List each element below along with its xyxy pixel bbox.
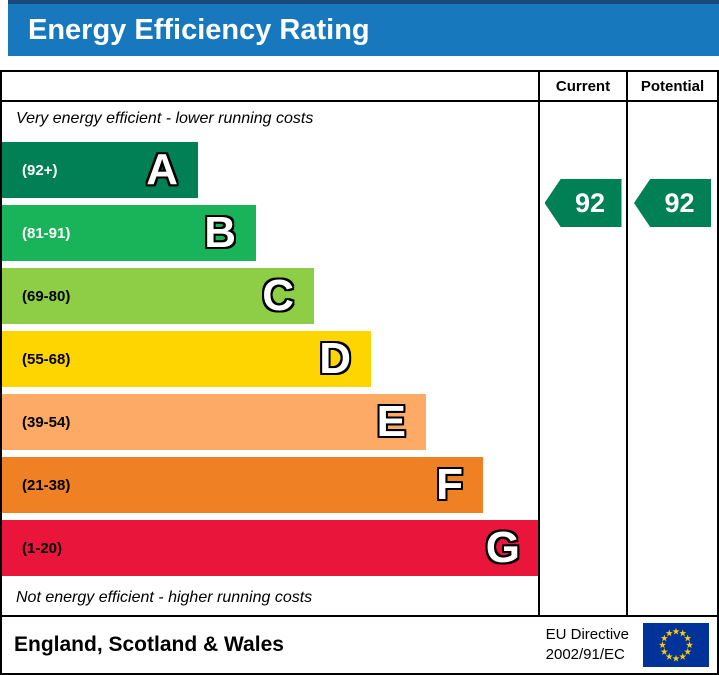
eu-directive-block: EU Directive 2002/91/EC <box>546 623 709 667</box>
band-row-c: (69-80) C <box>2 268 314 324</box>
region-label: England, Scotland & Wales <box>14 633 284 656</box>
band-range: (55-68) <box>22 350 71 368</box>
band-row-e: (39-54) E <box>2 394 426 450</box>
band-letter: D <box>319 334 351 383</box>
band-range: (39-54) <box>22 413 71 431</box>
band-row-g: (1-20) G <box>2 520 538 576</box>
top-note: Very energy efficient - lower running co… <box>16 110 314 127</box>
epc-chart: Current Potential Very energy efficient … <box>0 70 719 617</box>
band-letter: B <box>204 208 236 257</box>
potential-column-header: Potential <box>626 72 717 102</box>
band-range: (1-20) <box>22 539 63 557</box>
band-row-b: (81-91) B <box>2 205 256 261</box>
eu-directive-line1: EU Directive <box>545 625 629 643</box>
band-row-d: (55-68) D <box>2 331 371 387</box>
band-range: (21-38) <box>22 476 71 494</box>
band-range: (81-91) <box>22 224 71 242</box>
band-letter: E <box>376 397 406 446</box>
rating-bands-area: Very energy efficient - lower running co… <box>2 102 538 615</box>
band-row-f: (21-38) F <box>2 457 483 513</box>
band-letter: A <box>146 145 178 194</box>
current-pointer: 92 <box>544 179 622 227</box>
eu-flag-icon <box>643 623 709 667</box>
potential-value-cell: 92 <box>626 102 717 615</box>
page-title-banner: Energy Efficiency Rating <box>8 0 719 56</box>
footer-bar: England, Scotland & Wales EU Directive 2… <box>0 617 719 675</box>
eu-directive-text: EU Directive 2002/91/EC <box>546 625 629 666</box>
bottom-note: Not energy efficient - higher running co… <box>16 589 313 606</box>
band-range: (92+) <box>22 161 58 179</box>
current-value: 92 <box>574 187 606 218</box>
potential-pointer: 92 <box>634 179 711 227</box>
band-letter: G <box>485 523 520 572</box>
band-row-a: (92+) A <box>2 142 198 198</box>
band-letter: C <box>262 271 294 320</box>
header-spacer <box>2 72 538 102</box>
band-range: (69-80) <box>22 287 71 305</box>
potential-value: 92 <box>664 187 695 218</box>
page-title: Energy Efficiency Rating <box>28 13 370 46</box>
current-column-header: Current <box>538 72 626 102</box>
eu-directive-line2: 2002/91/EC <box>545 646 625 663</box>
band-letter: F <box>436 460 463 509</box>
current-value-cell: 92 <box>538 102 626 615</box>
